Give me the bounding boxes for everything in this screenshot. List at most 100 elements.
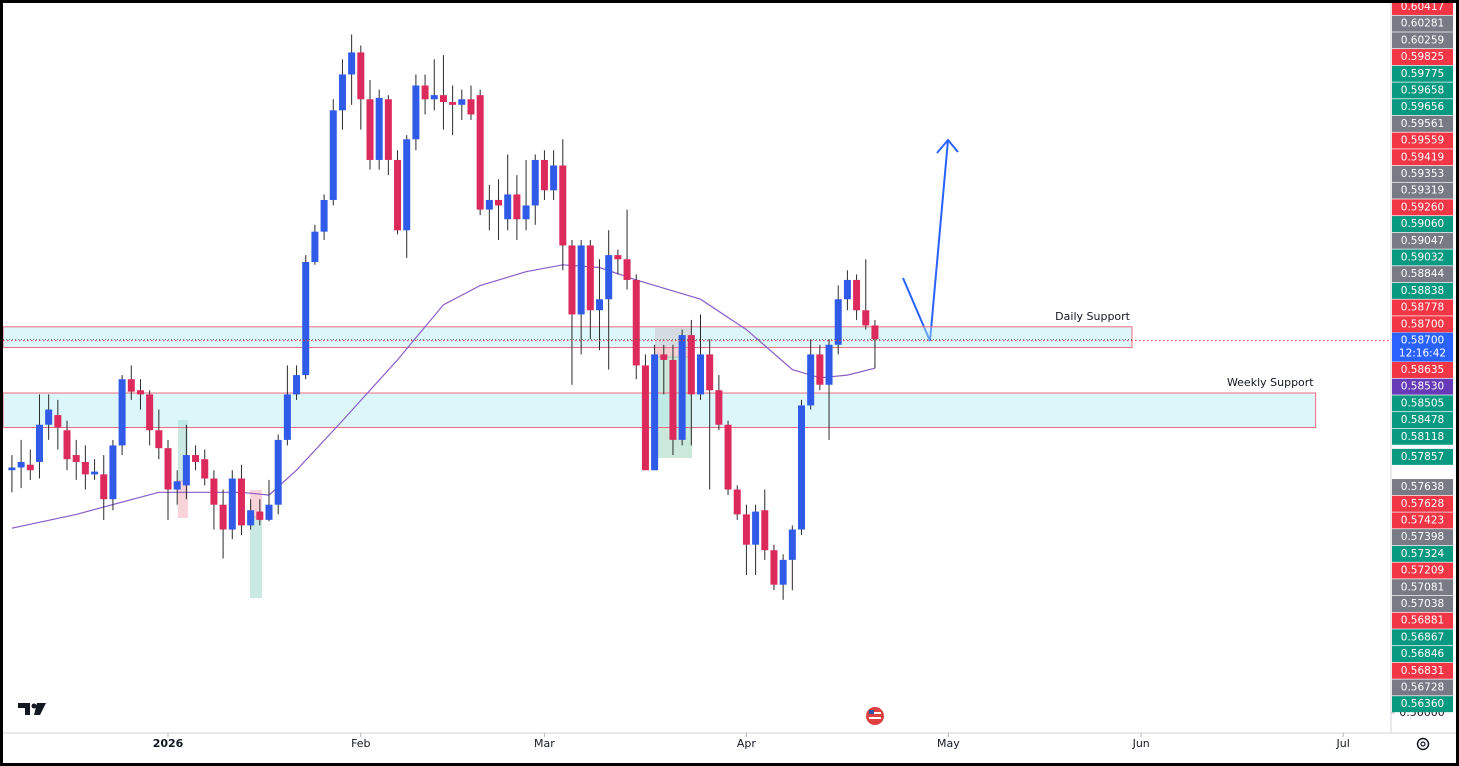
price-tag [1392, 115, 1453, 132]
candle-body [63, 430, 71, 460]
price-tag [1392, 579, 1453, 596]
price-tag-label: 0.59260 [1401, 201, 1444, 213]
candle-body [26, 464, 34, 471]
price-tag-label: 0.59032 [1401, 251, 1444, 263]
candle-body [54, 415, 62, 428]
price-tag [1392, 0, 1453, 15]
price-tag-label: 0.57423 [1401, 514, 1444, 526]
price-tag-label: 0.59353 [1401, 168, 1444, 180]
price-tag [1392, 65, 1453, 82]
price-tag-label: 0.58530 [1401, 381, 1444, 393]
candle-body [118, 379, 126, 446]
candle-body [586, 245, 594, 311]
candle-body [439, 95, 447, 103]
candle-body [458, 99, 466, 105]
price-tag [1392, 495, 1453, 512]
settings-icon[interactable] [1416, 737, 1430, 751]
candle-body [265, 504, 273, 520]
price-tag [1392, 99, 1453, 116]
arrow [902, 139, 949, 342]
candle-body [293, 375, 301, 395]
candle-body [825, 344, 833, 385]
zone-label: Daily Support [1055, 310, 1131, 323]
candle-body [403, 139, 411, 231]
candle-body [136, 390, 144, 395]
price-tag-label: 0.56831 [1401, 665, 1444, 677]
price-tag [1392, 332, 1453, 362]
candle-body [660, 354, 668, 360]
candle-body [706, 354, 714, 391]
candle-body [100, 474, 108, 500]
candle-body [816, 354, 824, 385]
price-tag [1392, 428, 1453, 445]
candle-body [228, 478, 236, 530]
price-tag-label: 0.60281 [1401, 18, 1444, 30]
candle-body [752, 511, 760, 545]
highlight [178, 480, 188, 518]
price-tag [1392, 165, 1453, 182]
price-tag-label: 0.59319 [1401, 185, 1444, 197]
x-tick-label: Mar [534, 737, 555, 750]
price-tag [1392, 182, 1453, 199]
price-tag [1392, 646, 1453, 663]
price-tag-label: 0.57857 [1401, 451, 1444, 463]
candle-body [559, 165, 567, 246]
price-tag [1392, 266, 1453, 283]
price-tag-label: 0.57209 [1401, 565, 1444, 577]
candle-body [862, 310, 870, 326]
price-tag-label: 0.59775 [1401, 68, 1444, 80]
price-tag [1392, 132, 1453, 149]
highlight [655, 328, 692, 358]
price-tag [1392, 562, 1453, 579]
price-tag-label: 0.59656 [1401, 101, 1445, 113]
candle-body [467, 99, 475, 115]
price-tag-label: 0.58838 [1401, 285, 1444, 297]
candle-body [81, 461, 89, 475]
candle-body [219, 504, 227, 530]
price-tag-label: 0.59559 [1401, 135, 1444, 147]
candle-body [210, 478, 218, 505]
candle-body [182, 455, 190, 486]
support-zone [2, 392, 1317, 428]
x-tick-label: 2026 [153, 737, 184, 750]
price-tag-label: 0.58700 [1401, 318, 1444, 330]
price-tag [1392, 545, 1453, 562]
candle-body [770, 550, 778, 585]
candle-body [476, 95, 484, 210]
price-tag [1392, 82, 1453, 99]
highlight [178, 420, 188, 482]
candle-body [283, 394, 291, 440]
support-zone [2, 326, 1133, 349]
candle-body [733, 489, 741, 515]
candle-body [384, 99, 392, 160]
candle-body [109, 445, 117, 500]
price-tag-label: 0.57628 [1401, 498, 1444, 510]
moving-average [11, 264, 876, 529]
candle-body [779, 559, 787, 585]
price-tag [1392, 479, 1453, 496]
price-tag [1392, 232, 1453, 249]
candle-body [522, 205, 530, 220]
price-tag-label: 0.59825 [1401, 51, 1444, 63]
price-tag [1392, 49, 1453, 66]
candle-body [807, 354, 815, 406]
price-tag-label: 0.57398 [1401, 531, 1444, 543]
x-tick-label: Feb [351, 737, 370, 750]
candle-body [724, 424, 732, 490]
candle-body [540, 159, 548, 191]
candle-body [641, 365, 649, 471]
candle-body [614, 255, 622, 260]
candle-body [17, 461, 25, 468]
candle-body [596, 299, 604, 311]
price-tag [1392, 595, 1453, 612]
candle-body [697, 354, 705, 395]
candle-body [449, 102, 457, 105]
candle-body [531, 159, 539, 206]
price-tag-label: 0.58635 [1401, 364, 1444, 376]
highlight [250, 516, 262, 598]
price-tag-label: 0.56728 [1401, 681, 1444, 693]
price-tag [1392, 412, 1453, 429]
